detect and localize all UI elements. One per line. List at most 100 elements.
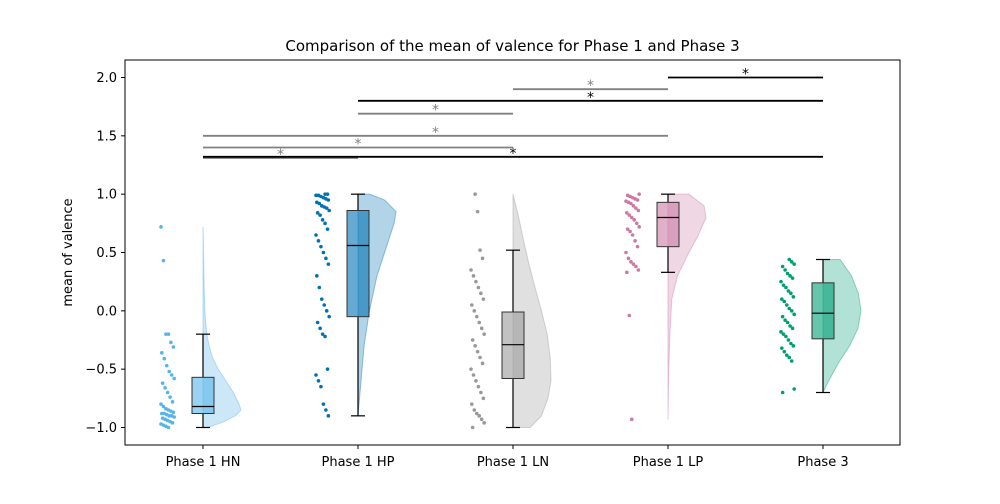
significance-bracket: * bbox=[203, 137, 513, 153]
data-point bbox=[637, 225, 641, 229]
data-point bbox=[787, 306, 792, 311]
data-point bbox=[326, 198, 331, 202]
data-point bbox=[481, 396, 486, 401]
data-point bbox=[479, 326, 484, 331]
data-point bbox=[783, 318, 787, 322]
data-point bbox=[635, 244, 640, 249]
data-point bbox=[315, 211, 320, 215]
data-point bbox=[324, 408, 328, 412]
box-iqr bbox=[811, 282, 835, 340]
data-point bbox=[476, 285, 481, 290]
series-group bbox=[624, 192, 707, 422]
data-point bbox=[477, 320, 482, 325]
data-point bbox=[469, 268, 473, 272]
data-point bbox=[314, 373, 318, 377]
data-point bbox=[317, 201, 322, 206]
x-tick-label: Phase 1 LP bbox=[633, 455, 704, 470]
box-iqr bbox=[656, 201, 680, 248]
significance-label: * bbox=[587, 90, 594, 106]
data-point bbox=[326, 262, 331, 266]
data-point bbox=[789, 291, 793, 296]
data-point bbox=[318, 213, 322, 217]
x-tick-label: Phase 1 HN bbox=[166, 455, 241, 470]
data-point bbox=[790, 276, 795, 280]
data-point bbox=[628, 229, 632, 234]
data-point bbox=[166, 425, 171, 430]
data-point bbox=[168, 395, 172, 399]
data-point bbox=[318, 326, 322, 331]
data-point bbox=[324, 309, 329, 313]
data-point bbox=[634, 264, 638, 269]
data-point bbox=[791, 344, 796, 348]
data-point bbox=[470, 425, 475, 430]
data-point bbox=[789, 341, 793, 346]
chart-title: Comparison of the mean of valence for Ph… bbox=[285, 37, 739, 55]
density-cloud bbox=[667, 193, 707, 420]
data-point bbox=[473, 192, 477, 196]
data-point bbox=[786, 338, 791, 342]
significance-bracket: * bbox=[358, 103, 513, 119]
y-tick-label: 0.0 bbox=[96, 304, 117, 319]
y-tick-label: 0.5 bbox=[96, 246, 117, 261]
significance-label: * bbox=[432, 125, 439, 141]
data-point bbox=[634, 221, 639, 226]
data-point bbox=[780, 314, 785, 319]
data-point bbox=[781, 332, 786, 336]
data-point bbox=[319, 244, 323, 249]
data-point bbox=[636, 268, 641, 272]
y-tick-label: −1.0 bbox=[85, 421, 117, 436]
data-point bbox=[164, 363, 169, 368]
data-point bbox=[627, 213, 632, 217]
data-point bbox=[789, 359, 794, 363]
data-point bbox=[633, 239, 637, 243]
data-point bbox=[479, 291, 483, 296]
data-point bbox=[792, 312, 796, 317]
data-point bbox=[632, 218, 637, 222]
significance-label: * bbox=[587, 78, 594, 94]
data-point bbox=[631, 204, 636, 208]
data-point bbox=[482, 421, 486, 425]
data-point bbox=[625, 270, 629, 275]
data-point bbox=[637, 192, 641, 196]
data-point bbox=[479, 390, 483, 395]
data-point bbox=[790, 326, 795, 331]
data-point bbox=[160, 351, 164, 355]
data-point bbox=[479, 417, 484, 422]
data-point bbox=[787, 355, 792, 360]
data-point bbox=[627, 313, 632, 318]
significance-bracket: * bbox=[358, 90, 823, 106]
data-point bbox=[163, 386, 167, 390]
y-tick-label: 1.5 bbox=[96, 129, 117, 144]
data-point bbox=[629, 201, 633, 206]
box-iqr bbox=[191, 376, 215, 415]
data-point bbox=[780, 297, 784, 301]
data-point bbox=[315, 320, 320, 325]
data-point bbox=[325, 227, 330, 231]
data-point bbox=[783, 268, 787, 272]
data-point bbox=[784, 285, 788, 290]
data-point bbox=[474, 314, 479, 319]
significance-label: * bbox=[510, 146, 517, 162]
data-point bbox=[167, 414, 172, 418]
data-point bbox=[474, 279, 478, 284]
data-point bbox=[780, 264, 785, 269]
data-point bbox=[472, 408, 477, 412]
data-point bbox=[625, 227, 630, 231]
data-point bbox=[160, 411, 164, 416]
data-point bbox=[781, 283, 786, 287]
data-point bbox=[629, 260, 633, 264]
data-point bbox=[480, 361, 485, 366]
data-point bbox=[171, 345, 176, 349]
data-point bbox=[164, 332, 168, 336]
data-point bbox=[478, 248, 482, 252]
significance-bracket: * bbox=[203, 146, 823, 162]
y-tick-label: −0.5 bbox=[85, 363, 117, 378]
data-point bbox=[626, 256, 631, 261]
data-point bbox=[472, 309, 477, 313]
data-point bbox=[319, 384, 323, 389]
data-point bbox=[470, 402, 474, 406]
data-point bbox=[784, 334, 788, 339]
data-point bbox=[625, 211, 629, 215]
data-point bbox=[166, 332, 171, 336]
